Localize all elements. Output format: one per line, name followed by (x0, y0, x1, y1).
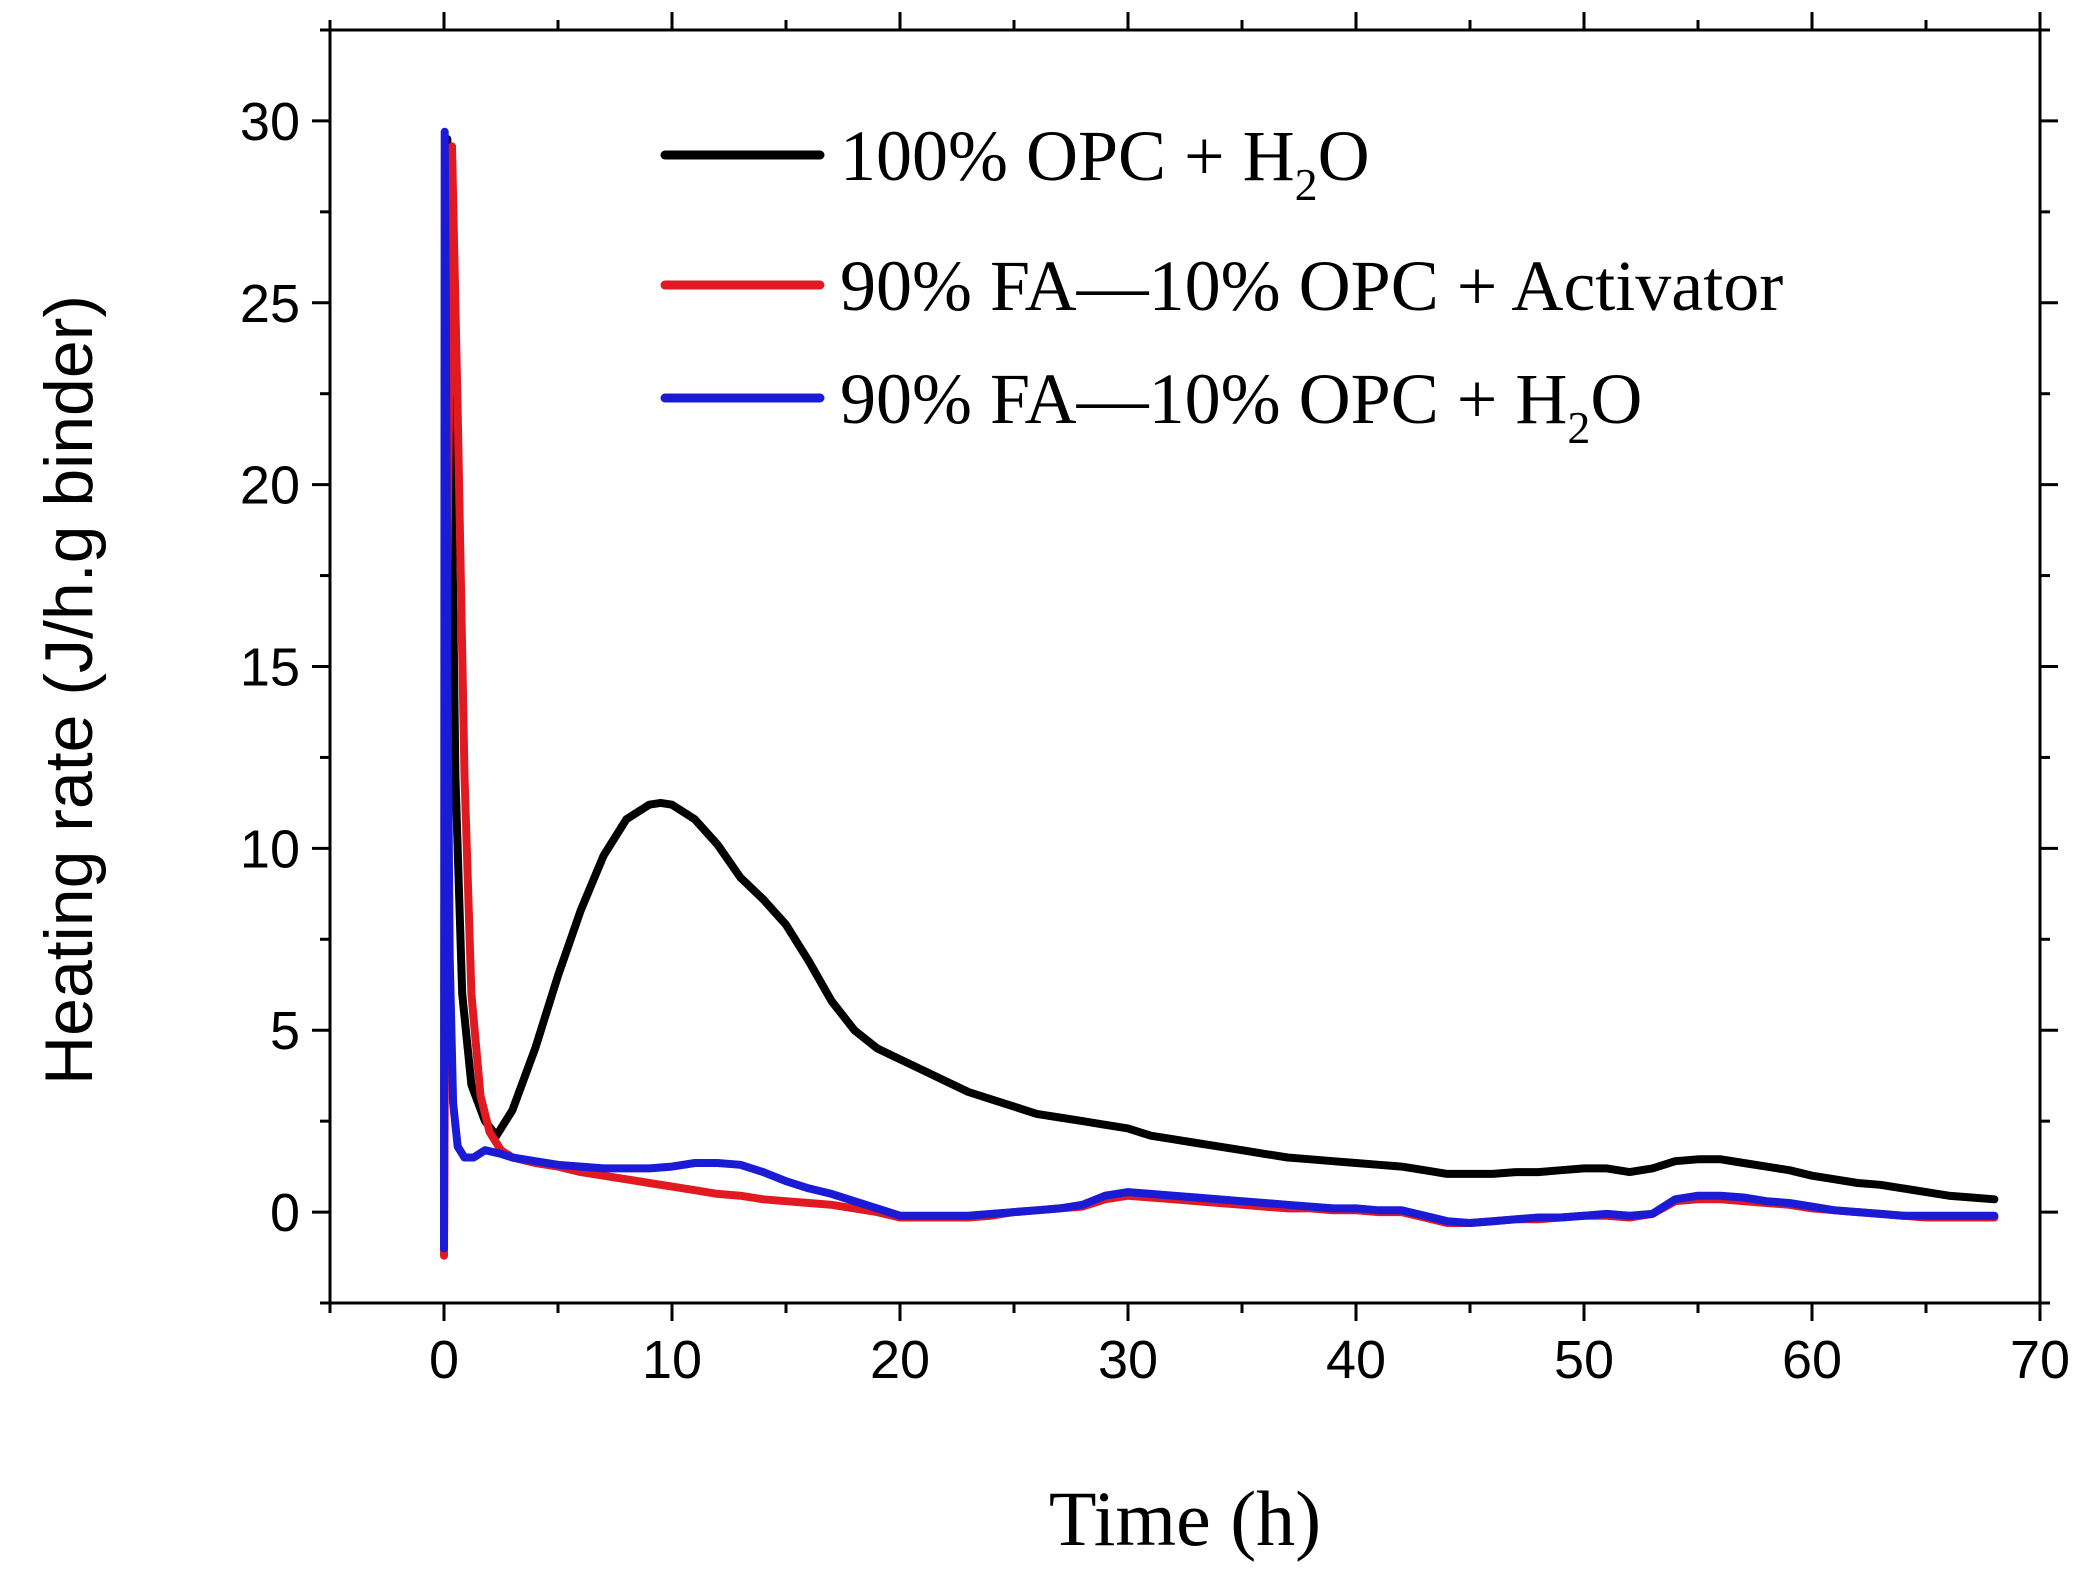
legend: 100% OPC + H2O 90% FA—10% OPC + Activato… (660, 116, 1783, 453)
x-tick-label: 70 (2010, 1330, 2070, 1390)
y-axis-label: Heating rate (J/h.g binder) (31, 295, 107, 1085)
legend-label-2: 90% FA—10% OPC + H2O (840, 359, 1642, 453)
y-tick-label: 10 (240, 819, 300, 879)
y-tick-label: 20 (240, 456, 300, 516)
x-tick-label: 50 (1554, 1330, 1614, 1390)
legend-label-0-main: 100% OPC + H (840, 116, 1295, 196)
legend-label-2-main: 90% FA—10% OPC + H (840, 359, 1567, 439)
y-tick-label: 0 (270, 1183, 300, 1243)
series-lines (440, 127, 1999, 1260)
x-tick-labels: 0 10 20 30 40 50 60 70 (429, 1330, 2070, 1390)
x-tick-label: 0 (429, 1330, 459, 1390)
y-tick-label: 25 (240, 274, 300, 334)
y-tick-label: 5 (270, 1001, 300, 1061)
axis-ticks (312, 12, 2058, 1321)
series-line-2 (440, 127, 1999, 1253)
series-line-0 (440, 135, 1999, 1253)
legend-label-0: 100% OPC + H2O (840, 116, 1370, 210)
y-tick-labels: 0 5 10 15 20 25 30 (240, 92, 300, 1243)
x-tick-label: 60 (1782, 1330, 1842, 1390)
legend-label-0-sub: 2 (1295, 159, 1318, 210)
x-tick-label: 20 (870, 1330, 930, 1390)
legend-label-2-suffix: O (1590, 359, 1642, 439)
legend-label-2-sub: 2 (1567, 402, 1590, 453)
legend-label-1-main: 90% FA—10% OPC + Activator (840, 246, 1783, 326)
x-axis-label: Time (h) (1049, 1475, 1321, 1562)
y-tick-label: 30 (240, 92, 300, 152)
legend-label-0-suffix: O (1318, 116, 1370, 196)
y-tick-label: 15 (240, 638, 300, 698)
x-tick-label: 10 (642, 1330, 702, 1390)
x-tick-label: 30 (1098, 1330, 1158, 1390)
legend-label-1: 90% FA—10% OPC + Activator (840, 246, 1783, 326)
x-tick-label: 40 (1326, 1330, 1386, 1390)
